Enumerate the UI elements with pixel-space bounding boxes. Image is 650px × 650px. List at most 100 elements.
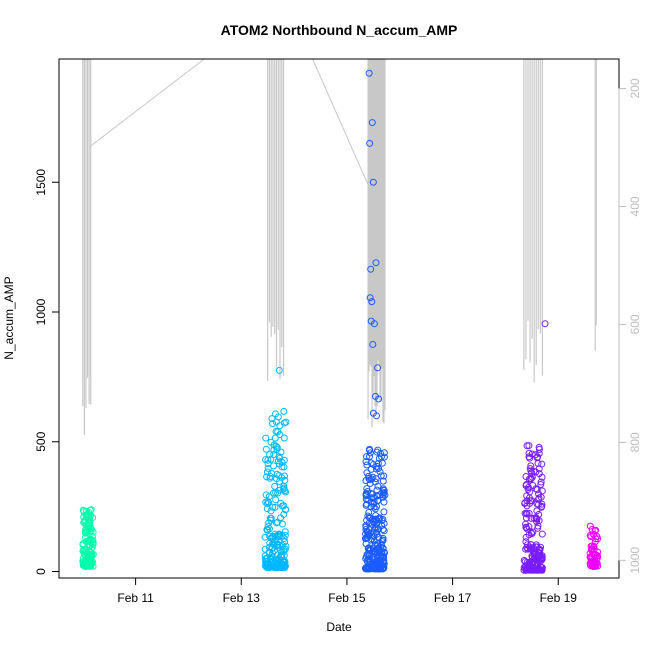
data-point xyxy=(522,514,530,522)
data-point xyxy=(268,469,276,477)
data-point xyxy=(275,477,283,485)
data-point xyxy=(86,535,94,543)
data-point xyxy=(363,516,371,524)
data-point xyxy=(524,545,532,553)
data-point xyxy=(538,530,546,538)
data-point xyxy=(275,366,283,374)
data-point xyxy=(537,481,545,489)
data-point xyxy=(591,556,599,564)
data-point xyxy=(525,449,533,457)
y2-tick-label: 200 xyxy=(628,78,642,98)
data-point xyxy=(280,485,288,493)
x-tick-label: Feb 15 xyxy=(328,591,366,605)
data-point xyxy=(377,472,385,480)
data-point xyxy=(375,395,383,403)
data-point xyxy=(529,481,537,489)
data-point xyxy=(380,498,388,506)
data-point xyxy=(522,545,530,553)
data-point xyxy=(271,503,279,511)
data-point xyxy=(86,514,94,522)
data-point xyxy=(523,442,531,450)
data-point xyxy=(372,465,380,473)
data-point xyxy=(534,524,542,532)
data-point xyxy=(586,532,594,540)
data-point xyxy=(526,545,534,553)
data-point xyxy=(369,473,377,481)
data-points xyxy=(79,69,602,574)
data-point xyxy=(367,545,375,553)
data-point xyxy=(590,530,598,538)
y-axis-label: N_accum_AMP xyxy=(2,276,16,359)
data-point xyxy=(362,522,370,530)
data-point xyxy=(532,514,540,522)
data-point xyxy=(276,422,284,430)
data-point xyxy=(273,560,281,568)
data-point xyxy=(362,489,370,497)
data-point xyxy=(368,119,376,127)
data-point xyxy=(372,475,380,483)
data-point xyxy=(268,544,276,552)
data-point xyxy=(267,507,275,515)
x-tick-label: Feb 13 xyxy=(223,591,261,605)
data-point xyxy=(521,509,529,517)
data-point xyxy=(588,526,596,534)
data-point xyxy=(275,532,283,540)
data-point xyxy=(372,259,380,267)
data-point xyxy=(379,545,387,553)
data-point xyxy=(365,558,373,566)
data-point xyxy=(268,415,276,423)
data-point xyxy=(522,524,530,532)
data-point xyxy=(270,446,278,454)
data-point xyxy=(380,527,388,535)
data-point xyxy=(263,505,271,513)
data-point xyxy=(379,491,387,499)
data-point xyxy=(374,364,382,372)
data-point xyxy=(272,519,280,527)
x-tick-label: Feb 17 xyxy=(434,591,472,605)
data-point xyxy=(592,526,600,534)
data-point xyxy=(586,560,594,568)
data-point xyxy=(535,565,543,573)
data-point xyxy=(89,540,97,548)
data-point xyxy=(366,449,374,457)
data-point xyxy=(372,524,380,532)
data-point xyxy=(262,558,270,566)
data-point xyxy=(372,515,380,523)
data-point xyxy=(365,546,373,554)
data-point xyxy=(272,418,280,426)
data-point xyxy=(262,434,270,442)
data-point xyxy=(588,542,596,550)
data-point xyxy=(526,566,534,574)
chart-title: ATOM2 Northbound N_accum_AMP xyxy=(221,22,458,38)
depth-trace-lines xyxy=(82,58,597,435)
data-point xyxy=(365,565,373,573)
data-point xyxy=(538,473,546,481)
data-point xyxy=(363,461,371,469)
data-point xyxy=(82,562,90,570)
data-point xyxy=(369,178,377,186)
y-tick-label: 500 xyxy=(34,431,48,451)
data-point xyxy=(280,502,288,510)
y2-axis: 200 400 600 800 1000 xyxy=(618,78,642,574)
data-point xyxy=(281,528,289,536)
data-point xyxy=(590,559,598,567)
data-point xyxy=(272,496,280,504)
data-point xyxy=(522,566,530,574)
data-point xyxy=(379,525,387,533)
data-point xyxy=(377,453,385,461)
data-point xyxy=(541,320,549,328)
data-point xyxy=(271,434,279,442)
data-point xyxy=(271,482,279,490)
x-axis: Feb 11 Feb 13 Feb 15 Feb 17 Feb 19 xyxy=(117,577,577,605)
data-point xyxy=(380,472,388,480)
data-point xyxy=(370,503,378,511)
data-point xyxy=(370,320,378,328)
data-point xyxy=(263,526,271,534)
data-point xyxy=(374,552,382,560)
data-point xyxy=(533,507,541,515)
data-point xyxy=(365,472,373,480)
data-point xyxy=(371,541,379,549)
data-point xyxy=(538,500,546,508)
data-point xyxy=(277,448,285,456)
data-point xyxy=(86,506,94,514)
